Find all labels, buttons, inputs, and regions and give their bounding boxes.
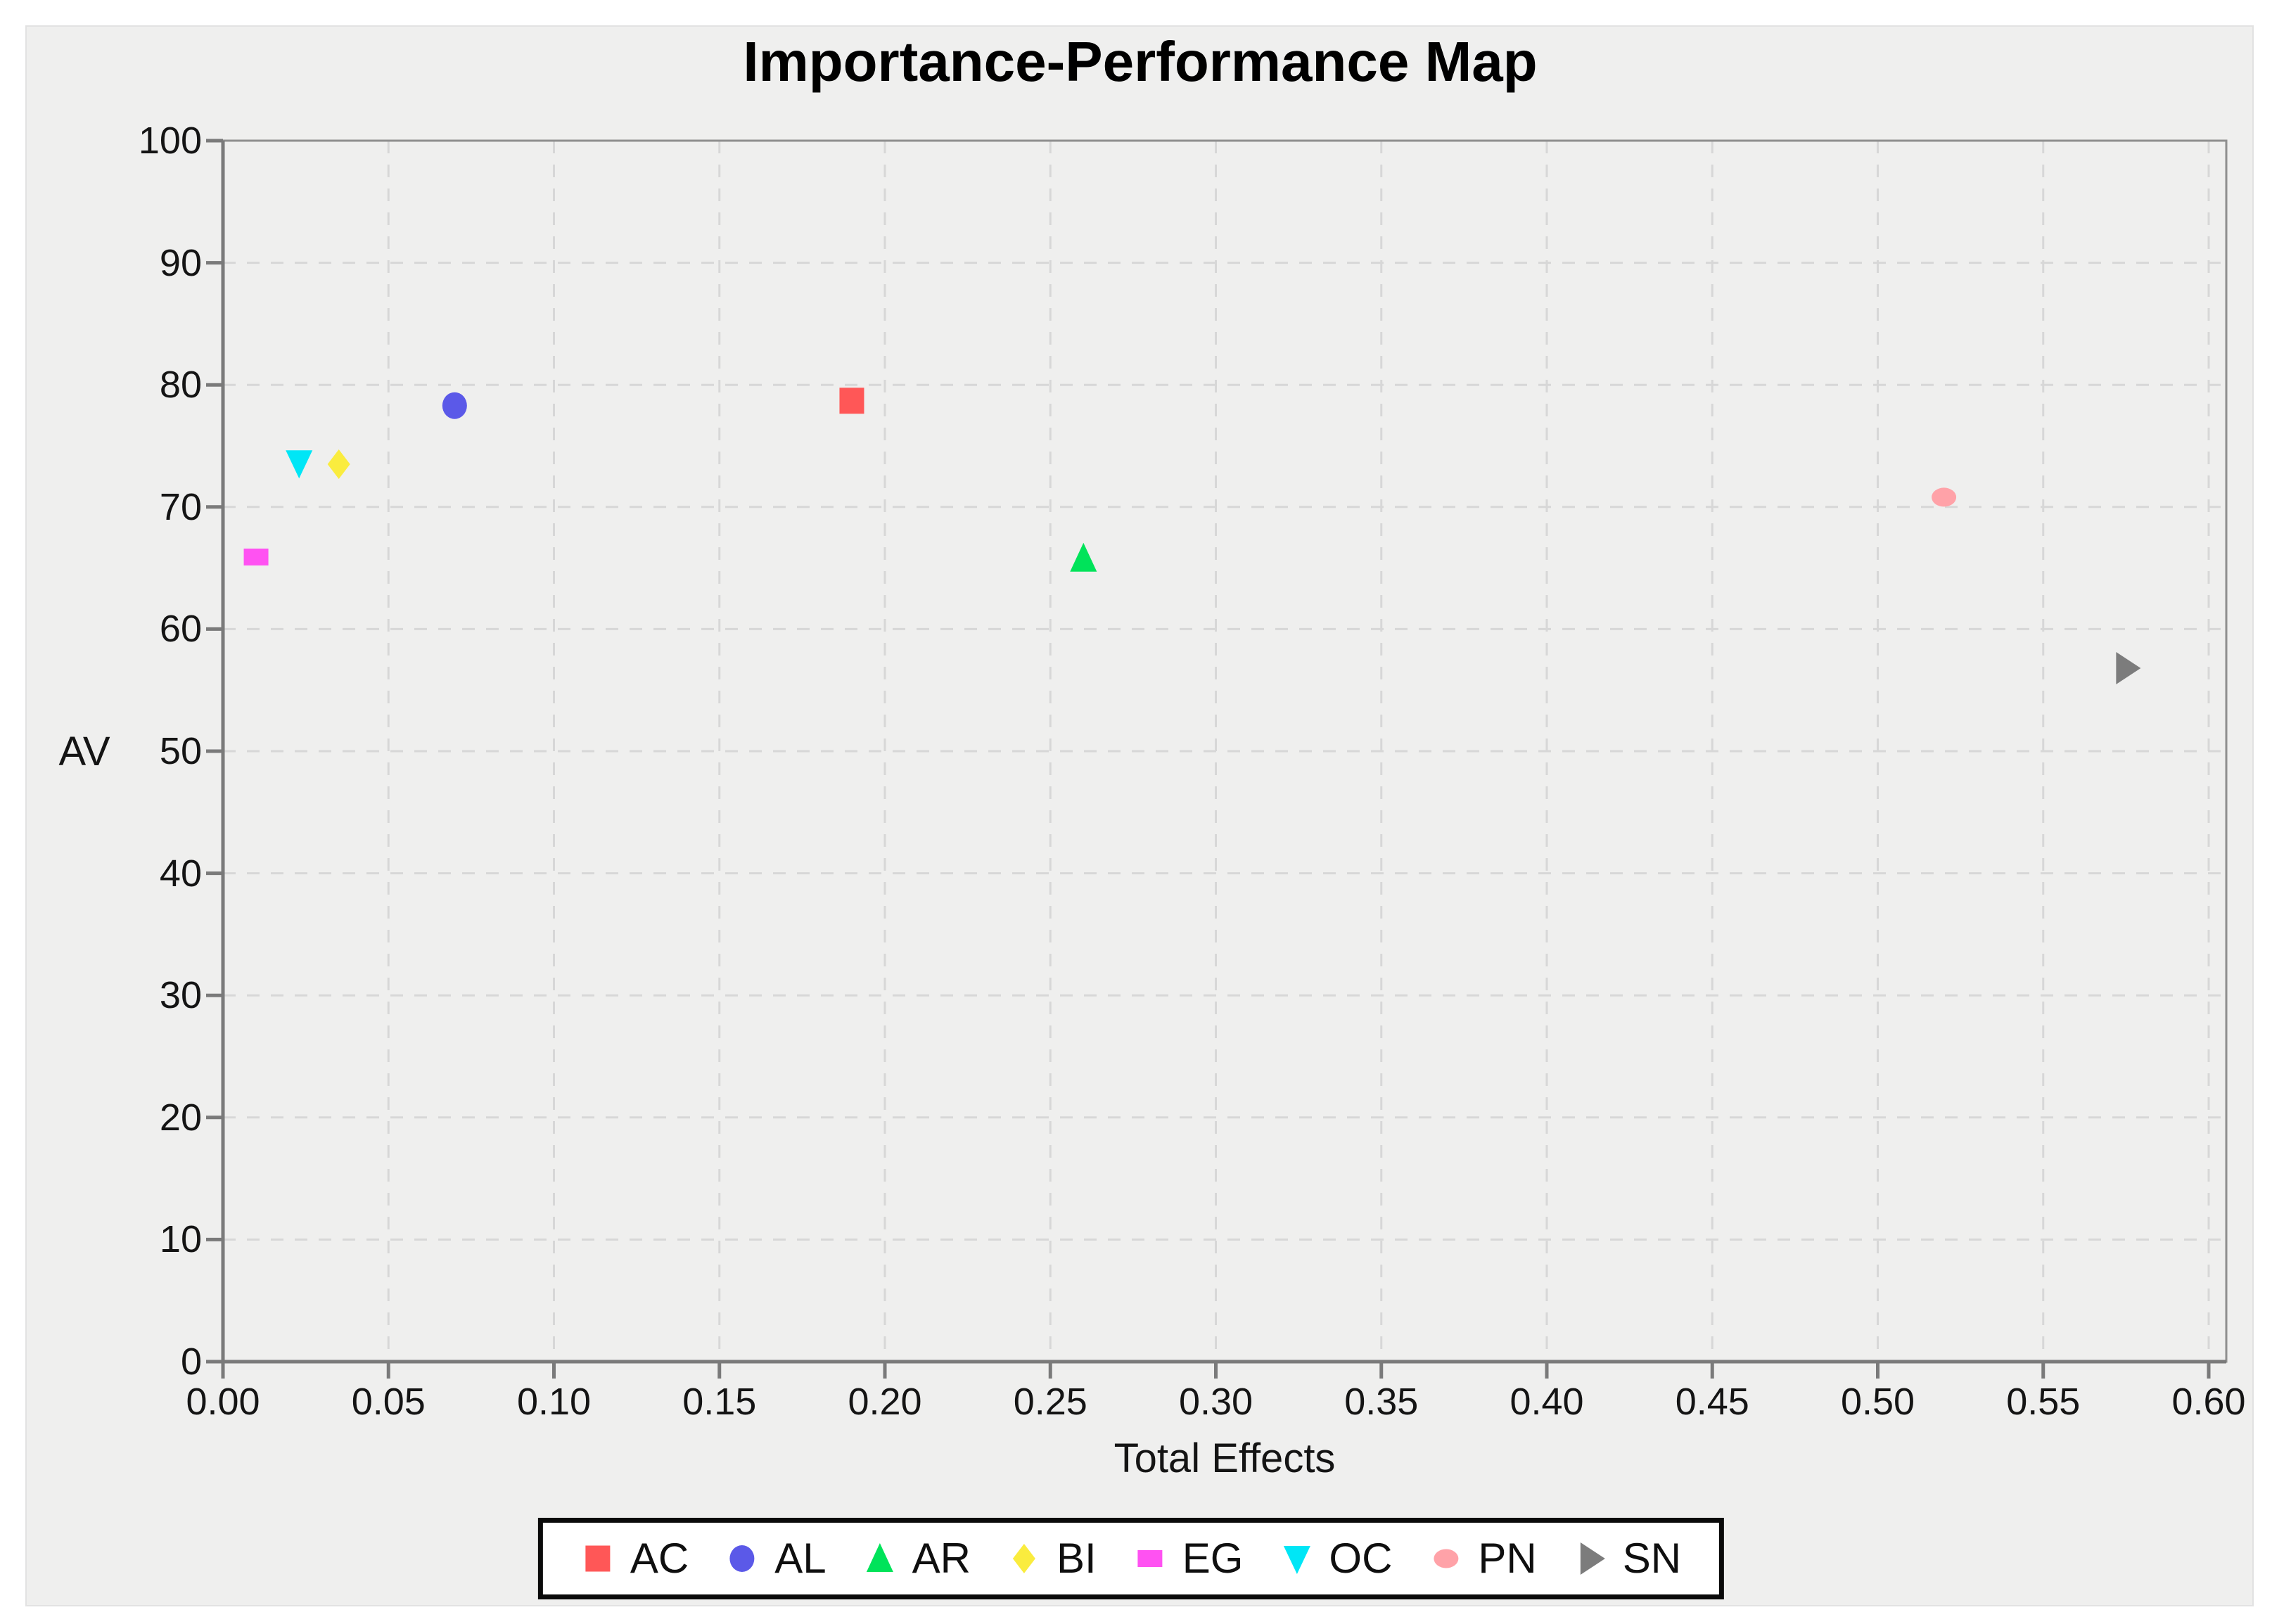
data-point-BI: [327, 449, 350, 480]
x-tick-label-0.35: 0.35: [1344, 1381, 1419, 1423]
legend-item-SN: SN: [1574, 1537, 1681, 1580]
legend-item-OC: OC: [1279, 1537, 1392, 1580]
x-tick-label-0.60: 0.60: [2171, 1381, 2246, 1423]
x-tick-label-0.15: 0.15: [682, 1381, 757, 1423]
y-tick-label-50: 50: [159, 730, 202, 772]
gridlines: [223, 141, 2226, 1362]
PN-marker-icon: [1433, 1549, 1458, 1568]
x-tick-label-0.05: 0.05: [351, 1381, 426, 1423]
data-points: [243, 388, 2141, 684]
legend-label-PN: PN: [1478, 1535, 1537, 1582]
y-tick-label-90: 90: [159, 241, 202, 284]
legend-label-AR: AR: [912, 1535, 971, 1582]
chart-legend: AC AL AR BI EG OC PN SN: [537, 1518, 1725, 1599]
legend-item-AC: AC: [581, 1537, 689, 1580]
legend-item-AR: AR: [863, 1537, 971, 1580]
data-point-EG: [243, 548, 269, 565]
x-tick-label-0.00: 0.00: [186, 1381, 260, 1423]
x-tick-label-0.30: 0.30: [1178, 1381, 1253, 1423]
x-tick-label-0.50: 0.50: [1840, 1381, 1915, 1423]
chart-title: Importance-Performance Map: [743, 30, 1538, 93]
OC-marker-icon: [1283, 1546, 1310, 1574]
AR-marker-icon: [866, 1543, 893, 1572]
x-tick-label-0.55: 0.55: [2006, 1381, 2081, 1423]
legend-item-PN: PN: [1429, 1535, 1537, 1582]
x-axis-title: Total Effects: [1113, 1436, 1336, 1481]
EG-marker-icon: [1137, 1550, 1163, 1567]
legend-label-BI: BI: [1056, 1535, 1097, 1582]
y-tick-label-30: 30: [159, 974, 202, 1017]
x-tick-label-0.25: 0.25: [1013, 1381, 1087, 1423]
y-tick-label-80: 80: [159, 364, 202, 407]
y-tick-label-100: 100: [138, 120, 202, 162]
data-point-OC: [286, 450, 313, 479]
legend-label-SN: SN: [1622, 1535, 1682, 1582]
data-point-PN: [1932, 487, 1957, 507]
data-point-SN: [2116, 651, 2141, 684]
tick-marks: [206, 139, 2211, 1379]
x-tick-label-0.10: 0.10: [516, 1381, 592, 1423]
y-axis-title: AV: [58, 729, 110, 774]
data-point-AL: [442, 392, 467, 419]
y-tick-label-10: 10: [159, 1218, 202, 1261]
legend-label-AL: AL: [774, 1535, 827, 1582]
y-tick-label-60: 60: [159, 608, 202, 651]
legend-item-AL: AL: [725, 1535, 827, 1582]
legend-label-AC: AC: [630, 1535, 689, 1582]
y-tick-label-0: 0: [180, 1341, 202, 1383]
chart-panel: [25, 25, 2254, 1606]
y-tick-label-20: 20: [159, 1096, 202, 1139]
data-point-AR: [1070, 542, 1097, 572]
y-tick-label-70: 70: [159, 485, 202, 528]
SN-marker-icon: [1580, 1542, 1605, 1575]
AL-marker-icon: [729, 1545, 755, 1572]
legend-item-EG: EG: [1133, 1535, 1244, 1582]
legend-label-EG: EG: [1182, 1535, 1244, 1582]
x-tick-label-0.20: 0.20: [848, 1381, 922, 1423]
data-point-AC: [839, 388, 864, 414]
y-tick-label-40: 40: [159, 852, 202, 895]
x-tick-label-0.40: 0.40: [1510, 1381, 1584, 1423]
x-tick-label-0.45: 0.45: [1675, 1381, 1749, 1423]
legend-label-OC: OC: [1329, 1535, 1393, 1582]
BI-marker-icon: [1012, 1544, 1035, 1573]
legend-item-BI: BI: [1007, 1537, 1097, 1580]
AC-marker-icon: [585, 1545, 611, 1572]
